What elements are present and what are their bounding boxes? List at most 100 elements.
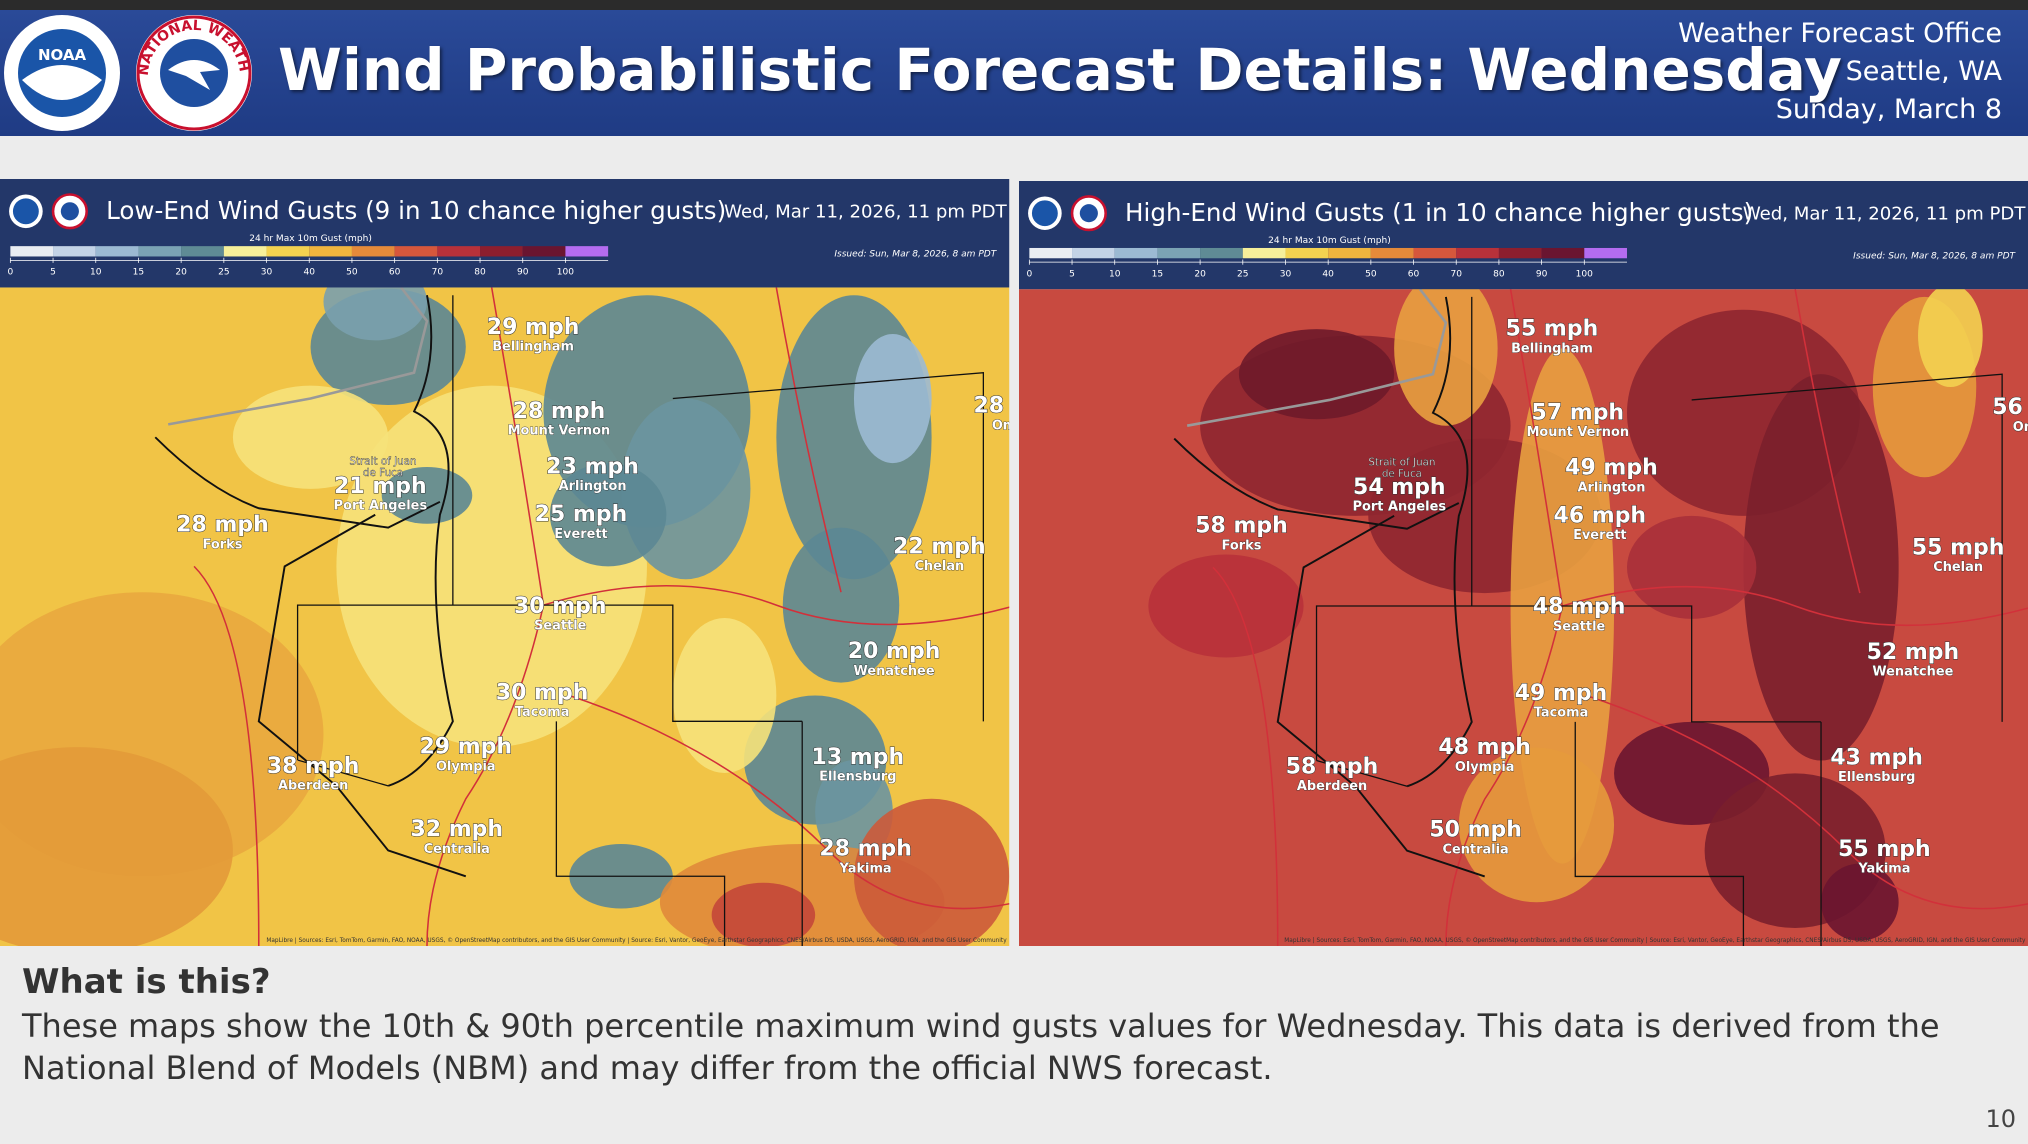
city-name: Olympia: [436, 759, 496, 774]
legend-tick-label: 50: [1365, 269, 1377, 279]
top-bar: [0, 0, 2028, 10]
noaa-icon-inner: [12, 198, 39, 225]
legend-swatch: [10, 246, 54, 257]
legend-swatch: [1498, 247, 1542, 259]
legend-swatch: [181, 246, 224, 257]
city-value: 48 mph: [1438, 735, 1531, 760]
city-name: Yakima: [1857, 862, 1910, 877]
county-lines: [1315, 296, 2003, 946]
legend-tick-label: 50: [346, 268, 358, 278]
panel-header: [0, 179, 1010, 288]
noaa-icon-inner: [1031, 200, 1058, 227]
noaa-text: NOAA: [38, 46, 87, 64]
strait-label: Strait of Juan: [1368, 457, 1435, 469]
gust-area: [1394, 271, 1498, 426]
legend-title: 24 hr Max 10m Gust (mph): [249, 234, 372, 244]
city-value: 55 mph: [1912, 536, 2005, 561]
city-name: Everett: [1573, 528, 1627, 543]
gust-area: [1626, 515, 1757, 619]
valid-time: Wed, Mar 11, 2026, 11 pm PDT: [1743, 204, 2027, 225]
panel-header: [1019, 181, 2028, 290]
legend-swatch: [1541, 247, 1585, 259]
city-value: 49 mph: [1515, 681, 1608, 706]
legend-swatch: [1072, 247, 1115, 259]
issued: Issued: Sun, Mar 8, 2026, 8 am PDT: [834, 249, 997, 259]
noaa-gull: [22, 65, 102, 100]
city-name: Chelan: [914, 559, 964, 574]
header: NOAA NATIONAL WEATHER SERVICE Wind Proba…: [0, 10, 2028, 136]
gust-area: [672, 618, 777, 773]
valid-time: Wed, Mar 11, 2026, 11 pm PDT: [724, 202, 1007, 223]
city-value: 21 mph: [334, 474, 427, 499]
city-name: Arlington: [559, 479, 627, 494]
city-value: 56 m: [1992, 395, 2028, 420]
city-name: Tacoma: [1534, 706, 1589, 721]
city-name: Bellingham: [1511, 341, 1593, 356]
legend-tick-label: 25: [1237, 269, 1249, 279]
legend-swatch: [1200, 247, 1243, 259]
legend-tick-label: 15: [133, 268, 145, 278]
issued: Issued: Sun, Mar 8, 2026, 8 am PDT: [1853, 251, 2016, 261]
city-name: Centralia: [1442, 842, 1508, 857]
footer-body: These maps show the 10th & 90th percenti…: [22, 1007, 1940, 1087]
attribution: MapLibre | Sources: Esri, TomTom, Garmin…: [1284, 937, 2026, 944]
gust-area: [0, 747, 233, 946]
legend-swatch: [309, 246, 352, 257]
legend-swatch: [394, 246, 438, 257]
strait-label: Strait of Juan: [349, 455, 416, 467]
city-value: 57 mph: [1532, 400, 1625, 425]
map: Low-End Wind Gusts (9 in 10 chance highe…: [0, 179, 1017, 946]
city-value: 54 mph: [1353, 475, 1446, 500]
legend-swatch: [1242, 247, 1286, 259]
city-value: 28 m: [973, 394, 1017, 419]
legend-tick-label: 10: [1109, 269, 1121, 279]
legend-tick-label: 25: [218, 268, 230, 278]
panel-title: Low-End Wind Gusts (9 in 10 chance highe…: [106, 196, 726, 225]
city-name: Port Angeles: [1353, 500, 1447, 515]
legend-tick-label: 30: [261, 268, 273, 278]
coastline: [154, 295, 467, 878]
legend-swatch: [266, 246, 310, 257]
nws-cloud: [168, 60, 220, 90]
city-value: 30 mph: [514, 594, 607, 619]
city-value: 38 mph: [267, 754, 360, 779]
city-value: 52 mph: [1867, 640, 1960, 665]
city-value: 20 mph: [848, 639, 941, 664]
city-name: Mount Vernon: [508, 424, 611, 439]
city-value: 28 mph: [819, 837, 912, 862]
city-name: On: [2013, 420, 2028, 435]
city-value: 28 mph: [513, 399, 606, 424]
nws-icon-inner: [60, 202, 79, 221]
footer-heading: What is this?: [22, 962, 271, 1002]
legend-swatch: [480, 246, 523, 257]
city-name: Tacoma: [515, 705, 570, 720]
gust-area: [782, 527, 900, 683]
city-value: 28 mph: [176, 513, 269, 538]
legend-tick-label: 100: [557, 268, 575, 278]
legend-swatch: [437, 246, 481, 257]
city-value: 13 mph: [812, 745, 905, 770]
legend-tick-label: 70: [432, 268, 444, 278]
legend-tick-label: 0: [1026, 269, 1032, 279]
gust-area: [381, 466, 473, 524]
legend-tick-label: 100: [1576, 269, 1594, 279]
legend-swatch: [1584, 247, 1627, 259]
city-name: Wenatchee: [854, 664, 935, 679]
city-name: Aberdeen: [278, 779, 348, 794]
city-name: Ellensburg: [819, 770, 896, 785]
city-value: 55 mph: [1506, 317, 1599, 342]
legend-tick-label: 60: [1408, 269, 1420, 279]
city-value: 29 mph: [420, 735, 513, 760]
county-lines: [296, 295, 985, 946]
city-value: 49 mph: [1565, 456, 1658, 481]
logos: NOAA NATIONAL WEATHER SERVICE: [0, 10, 252, 131]
city-name: Port Angeles: [334, 499, 428, 514]
city-value: 22 mph: [893, 534, 986, 559]
legend-swatch: [351, 246, 395, 257]
gust-area: [1918, 284, 1983, 388]
legend-swatch: [522, 246, 566, 257]
page-number: 10: [1985, 1105, 2016, 1133]
map-panel: High-End Wind Gusts (1 in 10 chance high…: [1019, 181, 2028, 946]
legend-swatch: [1157, 247, 1201, 259]
legend-swatch: [1328, 247, 1371, 259]
